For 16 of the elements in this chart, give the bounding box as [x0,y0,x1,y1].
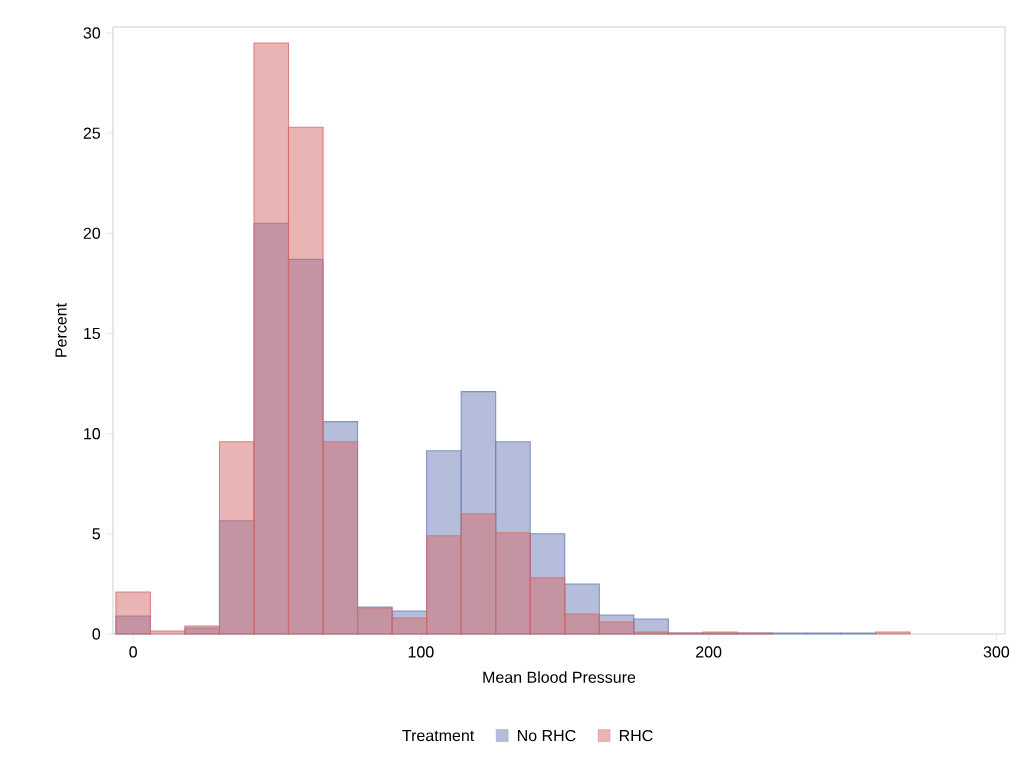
legend-label: RHC [619,729,653,742]
y-tick-label: 25 [83,127,101,139]
legend-title: Treatment [402,730,475,742]
x-tick-label: 100 [408,646,434,658]
y-tick-label: 0 [92,628,101,640]
x-tick-label: 0 [129,646,137,658]
x-tick-label: 300 [983,646,1010,658]
x-axis-title: Mean Blood Pressure [483,671,636,683]
legend-label: No RHC [517,729,576,742]
y-tick-label: 30 [83,27,101,39]
y-tick-label: 5 [92,528,101,540]
y-axis-title: Percent [55,303,67,357]
y-tick-label: 15 [84,327,101,340]
y-tick-label: 20 [83,227,101,239]
y-tick-label: 10 [84,428,101,440]
x-tick-label: 200 [696,646,722,658]
